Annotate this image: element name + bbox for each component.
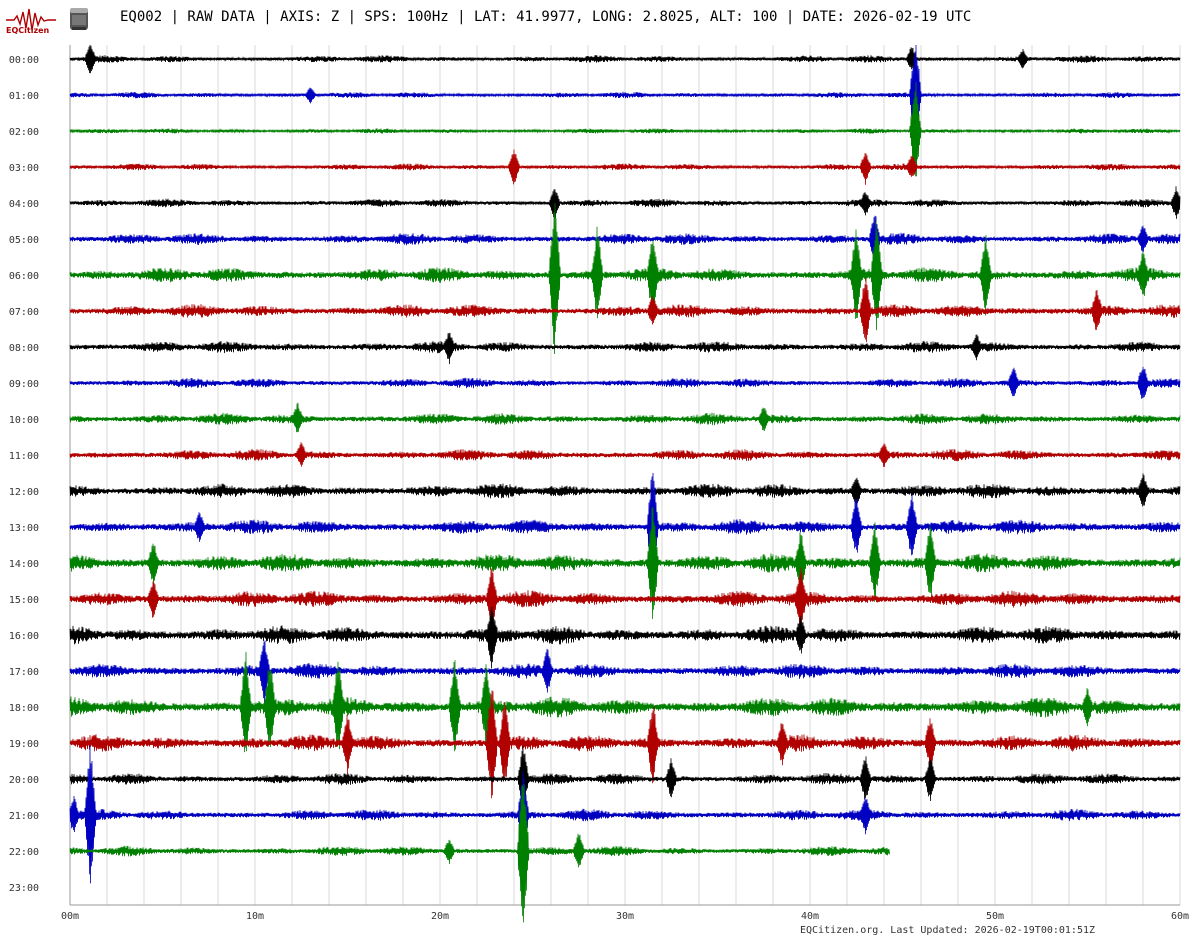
row-time-label: 04:00 <box>9 199 39 210</box>
row-time-label: 07:00 <box>9 307 39 318</box>
seismic-trace-0700 <box>69 277 1181 343</box>
row-time-label: 05:00 <box>9 235 39 246</box>
seismic-trace-1800 <box>69 651 1181 753</box>
last-updated-footer: EQCitizen.org. Last Updated: 2026-02-19T… <box>800 925 1096 936</box>
eqcitizen-logo-icon <box>6 8 56 31</box>
row-time-label: 16:00 <box>9 631 39 642</box>
x-tick-label: 20m <box>431 911 449 922</box>
seismic-trace-0600 <box>69 203 1181 355</box>
row-time-label: 13:00 <box>9 523 39 534</box>
seismic-trace-0500 <box>69 215 1181 264</box>
row-time-label: 11:00 <box>9 451 39 462</box>
row-time-label: 10:00 <box>9 415 39 426</box>
logo-text: EQCitizen <box>6 26 50 35</box>
seismic-trace-0000 <box>69 44 1181 74</box>
row-time-label: 01:00 <box>9 91 39 102</box>
row-time-label: 15:00 <box>9 595 39 606</box>
row-time-label: 06:00 <box>9 271 39 282</box>
row-time-label: 18:00 <box>9 703 39 714</box>
seismic-trace-1500 <box>69 567 1181 632</box>
row-time-label: 09:00 <box>9 379 39 390</box>
row-time-label: 14:00 <box>9 559 39 570</box>
seismic-trace-0100 <box>69 44 1181 148</box>
seismic-trace-2200 <box>69 784 890 923</box>
row-time-label: 12:00 <box>9 487 39 498</box>
seismic-trace-0900 <box>69 366 1181 399</box>
seismic-trace-0400 <box>69 186 1181 220</box>
x-tick-label: 10m <box>246 911 264 922</box>
row-time-label: 20:00 <box>9 775 39 786</box>
x-tick-label: 50m <box>986 911 1004 922</box>
row-time-label: 02:00 <box>9 127 39 138</box>
seismic-trace-1200 <box>69 473 1181 507</box>
row-time-label: 19:00 <box>9 739 39 750</box>
seismic-trace-0200 <box>69 82 1181 177</box>
seismic-trace-1900 <box>69 690 1181 799</box>
seismic-trace-1300 <box>69 472 1181 576</box>
seismic-trace-0300 <box>69 149 1181 185</box>
row-time-label: 03:00 <box>9 163 39 174</box>
seismic-trace-1400 <box>69 507 1181 620</box>
seismometer-icon <box>70 8 88 30</box>
x-tick-label: 60m <box>1171 911 1189 922</box>
row-time-label: 23:00 <box>9 883 39 894</box>
row-time-label: 22:00 <box>9 847 39 858</box>
x-tick-label: 30m <box>616 911 634 922</box>
chart-header: EQ002 | RAW DATA | AXIS: Z | SPS: 100Hz … <box>120 9 972 25</box>
seismic-trace-1600 <box>69 606 1181 669</box>
seismic-trace-0800 <box>69 332 1181 365</box>
x-tick-label: 00m <box>61 911 79 922</box>
seismic-trace-2000 <box>69 745 1181 808</box>
x-tick-label: 40m <box>801 911 819 922</box>
row-time-label: 08:00 <box>9 343 39 354</box>
row-time-label: 21:00 <box>9 811 39 822</box>
seismic-trace-1700 <box>69 640 1181 705</box>
row-time-label: 00:00 <box>9 55 39 66</box>
seismic-trace-1000 <box>69 402 1181 433</box>
row-time-label: 17:00 <box>9 667 39 678</box>
seismic-trace-1100 <box>69 442 1181 467</box>
seismic-trace-2100 <box>69 745 1181 884</box>
